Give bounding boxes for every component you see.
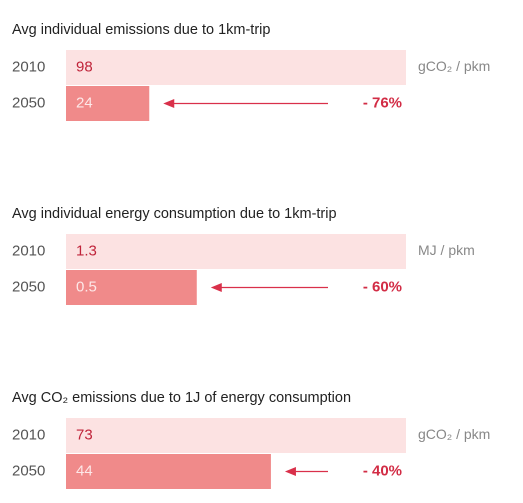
value-label: 0.5 (76, 278, 97, 295)
value-label: 98 (76, 58, 93, 75)
annotation: - 76% (363, 94, 402, 111)
unit-label: gCO₂ / pkm (418, 426, 490, 442)
annotation: - 40% (363, 462, 402, 479)
bar (66, 234, 406, 269)
bar (66, 418, 406, 453)
year-label: 2050 (12, 462, 45, 479)
panel-title: Avg individual emissions due to 1km-trip (12, 22, 270, 38)
bar (66, 50, 406, 85)
annotation: - 60% (363, 278, 402, 295)
panel-title: Avg individual energy consumption due to… (12, 206, 337, 222)
panel-title: Avg CO₂ emissions due to 1J of energy co… (12, 390, 351, 406)
value-label: 1.3 (76, 242, 97, 259)
arrow-head (210, 283, 222, 292)
arrow-head (163, 99, 175, 108)
value-label: 73 (76, 426, 93, 443)
unit-label: MJ / pkm (418, 242, 475, 258)
arrow-head (284, 467, 296, 476)
unit-label: gCO₂ / pkm (418, 58, 490, 74)
year-label: 2010 (12, 58, 45, 75)
year-label: 2050 (12, 278, 45, 295)
bar (66, 270, 197, 305)
year-label: 2050 (12, 94, 45, 111)
bar (66, 86, 150, 121)
value-label: 44 (76, 462, 93, 479)
year-label: 2010 (12, 426, 45, 443)
bar (66, 454, 271, 489)
value-label: 24 (76, 94, 93, 111)
year-label: 2010 (12, 242, 45, 259)
